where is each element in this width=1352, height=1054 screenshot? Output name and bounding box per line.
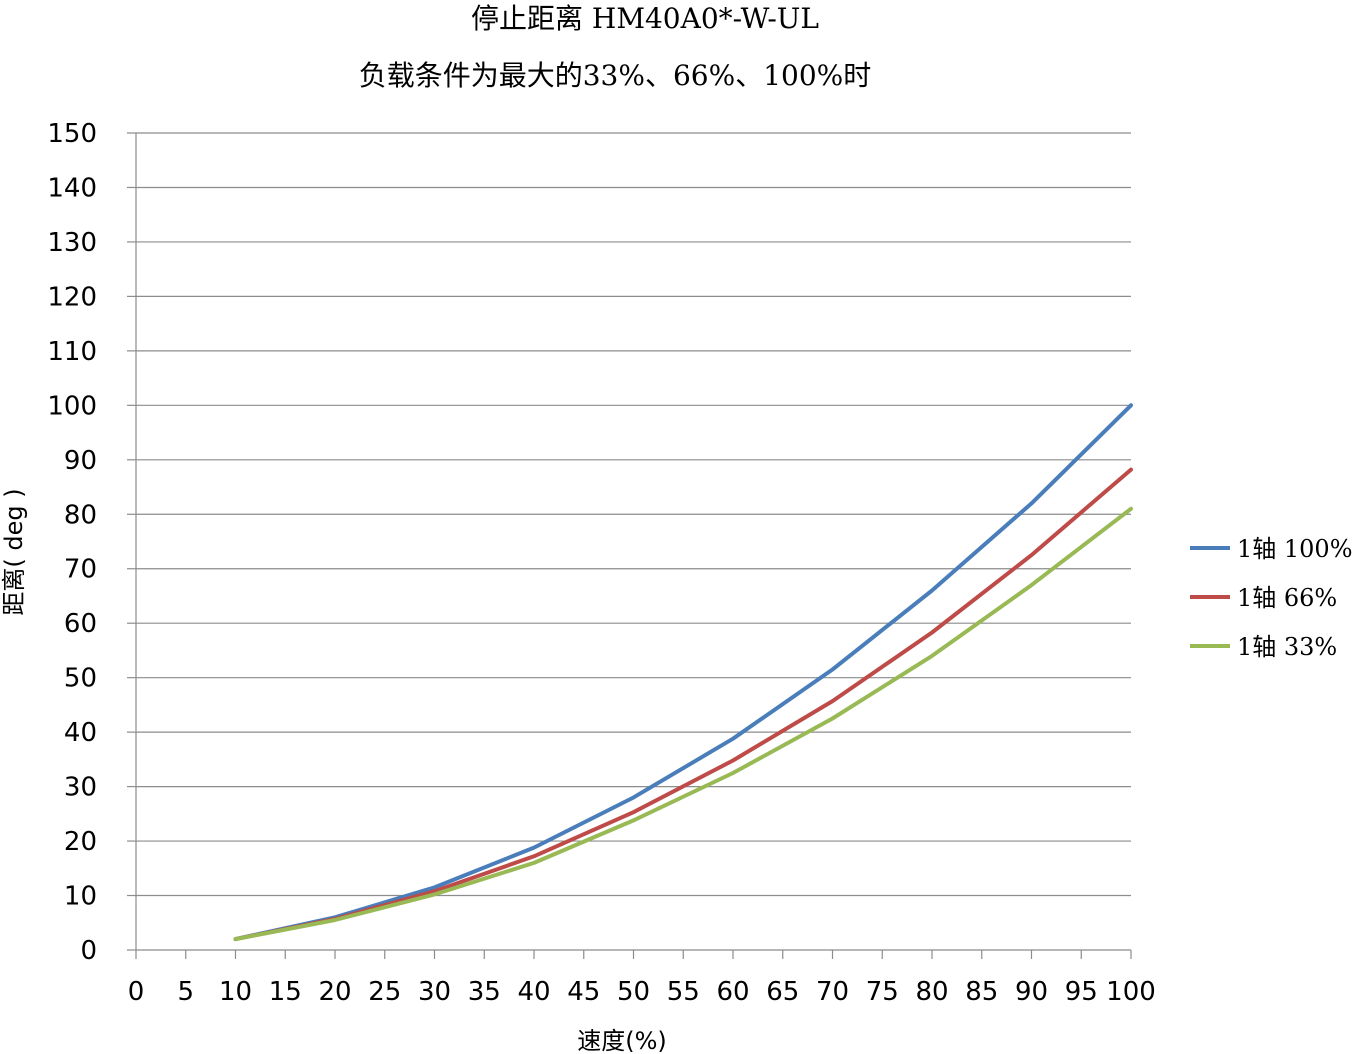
y-tick-label: 140 [47, 173, 97, 203]
axes [135, 133, 1131, 951]
legend-label-3: 1轴 33% [1237, 633, 1337, 661]
y-tick-label: 80 [64, 500, 97, 530]
x-tick-label: 100 [1106, 977, 1156, 1007]
y-tick-label: 150 [47, 119, 97, 149]
x-tick-label: 0 [128, 977, 145, 1007]
x-tick-label: 95 [1065, 977, 1098, 1007]
y-tick-label: 90 [64, 446, 97, 476]
x-tick-label: 75 [866, 977, 899, 1007]
x-tick-label: 25 [368, 977, 401, 1007]
legend: 1轴 100% 1轴 66% 1轴 33% [1190, 535, 1352, 661]
y-tick-label: 20 [64, 827, 97, 857]
x-axis-ticks: 0 5 10 15 20 25 30 35 40 45 50 55 60 65 70 75 80 85 90 95 10… [128, 950, 1156, 1007]
gridlines [136, 132, 1131, 897]
x-tick-label: 55 [667, 977, 700, 1007]
x-tick-label: 10 [219, 977, 252, 1007]
x-axis-label: 速度(%) [577, 1027, 667, 1054]
x-tick-label: 5 [177, 977, 194, 1007]
y-axis-label: 距离( deg ) [0, 488, 28, 615]
x-tick-label: 70 [816, 977, 849, 1007]
y-tick-label: 70 [64, 555, 97, 585]
x-tick-label: 60 [716, 977, 749, 1007]
x-tick-label: 45 [567, 977, 600, 1007]
x-tick-label: 80 [915, 977, 948, 1007]
y-tick-label: 50 [64, 664, 97, 694]
series-lines [233, 403, 1133, 942]
y-tick-label: 30 [64, 773, 97, 803]
x-tick-label: 40 [517, 977, 550, 1007]
x-tick-label: 90 [1015, 977, 1048, 1007]
y-tick-label: 60 [64, 609, 97, 639]
x-tick-label: 15 [269, 977, 302, 1007]
y-tick-label: 0 [80, 936, 97, 966]
y-axis-ticks: 0 10 20 30 40 50 60 70 80 90 100 110 120 130 140 150 [47, 119, 136, 966]
y-tick-label: 100 [47, 391, 97, 421]
legend-label-1: 1轴 100% [1237, 535, 1352, 563]
x-tick-label: 35 [468, 977, 501, 1007]
series-line-1 [233, 403, 1133, 942]
x-tick-label: 20 [318, 977, 351, 1007]
y-tick-label: 120 [47, 282, 97, 312]
x-tick-label: 30 [418, 977, 451, 1007]
chart-subtitle: 负载条件为最大的33%、66%、100%时 [359, 59, 872, 92]
series-line-2 [233, 467, 1133, 942]
x-tick-label: 65 [766, 977, 799, 1007]
x-tick-label: 50 [617, 977, 650, 1007]
y-tick-label: 130 [47, 228, 97, 258]
legend-label-2: 1轴 66% [1237, 584, 1337, 612]
y-tick-label: 10 [64, 882, 97, 912]
y-tick-label: 40 [64, 718, 97, 748]
series-line-3 [233, 506, 1133, 942]
chart-title: 停止距离 HM40A0*-W-UL [471, 2, 819, 35]
x-tick-label: 85 [965, 977, 998, 1007]
y-tick-label: 110 [47, 337, 97, 367]
